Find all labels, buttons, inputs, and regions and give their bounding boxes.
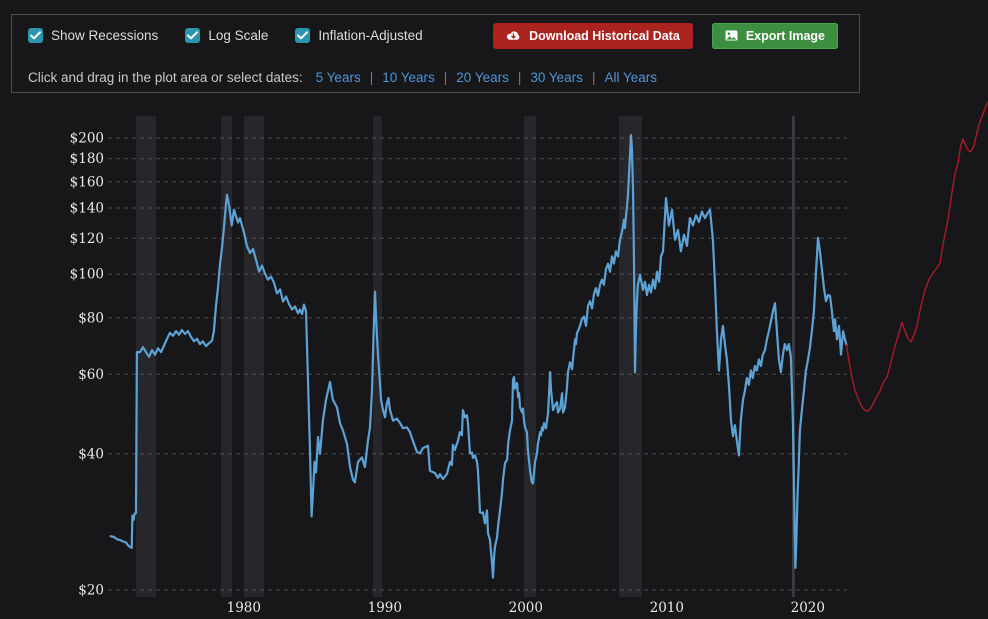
price-line-historical bbox=[109, 134, 848, 579]
recession-band bbox=[791, 116, 795, 597]
range-link-30-years[interactable]: 30 Years bbox=[530, 70, 583, 85]
plot-area[interactable]: $200 $180 $160 $140 $120 $100 $80 $60 $40 $20 1980… bbox=[0, 100, 988, 619]
toolbar-options-row: Show Recessions Log Scale Inflation-Adju… bbox=[28, 22, 843, 49]
download-historical-data-label: Download Historical Data bbox=[529, 28, 680, 43]
recession-band bbox=[136, 116, 156, 597]
y-axis-tick-label: $180 bbox=[70, 151, 104, 167]
chart-toolbar: Show Recessions Log Scale Inflation-Adju… bbox=[11, 14, 860, 93]
check-icon bbox=[187, 31, 199, 40]
recession-band bbox=[524, 116, 536, 597]
link-separator: | bbox=[517, 70, 522, 85]
export-image-button[interactable]: Export Image bbox=[711, 22, 838, 49]
inflation-adjusted-checkbox-box[interactable] bbox=[295, 28, 311, 43]
toolbar-buttons: Download Historical Data Export Image bbox=[493, 22, 843, 49]
y-axis-tick-label: $200 bbox=[70, 131, 104, 147]
y-axis-tick-label: $140 bbox=[70, 201, 104, 217]
date-range-links: 5 Years | 10 Years | 20 Years | 30 Years | All Y… bbox=[316, 70, 657, 85]
image-icon bbox=[725, 30, 738, 41]
x-axis-tick-label: 1980 bbox=[227, 600, 261, 616]
checkbox-log-scale[interactable]: Log Scale bbox=[185, 28, 268, 43]
checkbox-show-recessions[interactable]: Show Recessions bbox=[28, 28, 158, 43]
range-link-5-years[interactable]: 5 Years bbox=[315, 70, 361, 85]
y-axis-tick-label: $120 bbox=[70, 231, 104, 247]
date-range-row: Click and drag in the plot area or selec… bbox=[28, 70, 843, 85]
y-axis-tick-label: $80 bbox=[78, 310, 104, 326]
check-icon bbox=[297, 31, 309, 40]
recession-band bbox=[244, 116, 264, 597]
link-separator: | bbox=[591, 70, 596, 85]
range-link-20-years[interactable]: 20 Years bbox=[456, 70, 509, 85]
cloud-download-icon bbox=[506, 30, 521, 42]
x-axis-tick-label: 2000 bbox=[509, 600, 543, 616]
date-range-prompt: Click and drag in the plot area or selec… bbox=[28, 70, 303, 85]
checkbox-inflation-adjusted[interactable]: Inflation-Adjusted bbox=[295, 28, 423, 43]
range-link-all-years[interactable]: All Years bbox=[604, 70, 657, 85]
x-axis-tick-label: 2010 bbox=[650, 600, 684, 616]
log-scale-checkbox-box[interactable] bbox=[185, 28, 201, 43]
recession-band bbox=[221, 116, 232, 597]
x-axis-tick-label: 2020 bbox=[791, 600, 825, 616]
y-axis-tick-label: $20 bbox=[78, 583, 104, 599]
price-line-forecast bbox=[845, 101, 988, 412]
link-separator: | bbox=[369, 70, 374, 85]
link-separator: | bbox=[443, 70, 448, 85]
inflation-adjusted-label: Inflation-Adjusted bbox=[318, 28, 423, 43]
recession-band bbox=[619, 116, 642, 597]
download-historical-data-button[interactable]: Download Historical Data bbox=[493, 22, 693, 49]
check-icon bbox=[30, 31, 41, 40]
show-recessions-checkbox-box[interactable] bbox=[28, 28, 43, 43]
range-link-10-years[interactable]: 10 Years bbox=[382, 70, 435, 85]
y-axis-tick-label: $100 bbox=[70, 267, 104, 283]
y-axis-tick-label: $60 bbox=[78, 367, 104, 383]
y-axis-tick-label: $40 bbox=[78, 446, 104, 462]
log-scale-label: Log Scale bbox=[208, 28, 269, 43]
show-recessions-label: Show Recessions bbox=[51, 28, 159, 43]
y-axis-tick-label: $160 bbox=[70, 174, 104, 190]
export-image-label: Export Image bbox=[745, 28, 825, 43]
x-axis-tick-label: 1990 bbox=[368, 600, 402, 616]
